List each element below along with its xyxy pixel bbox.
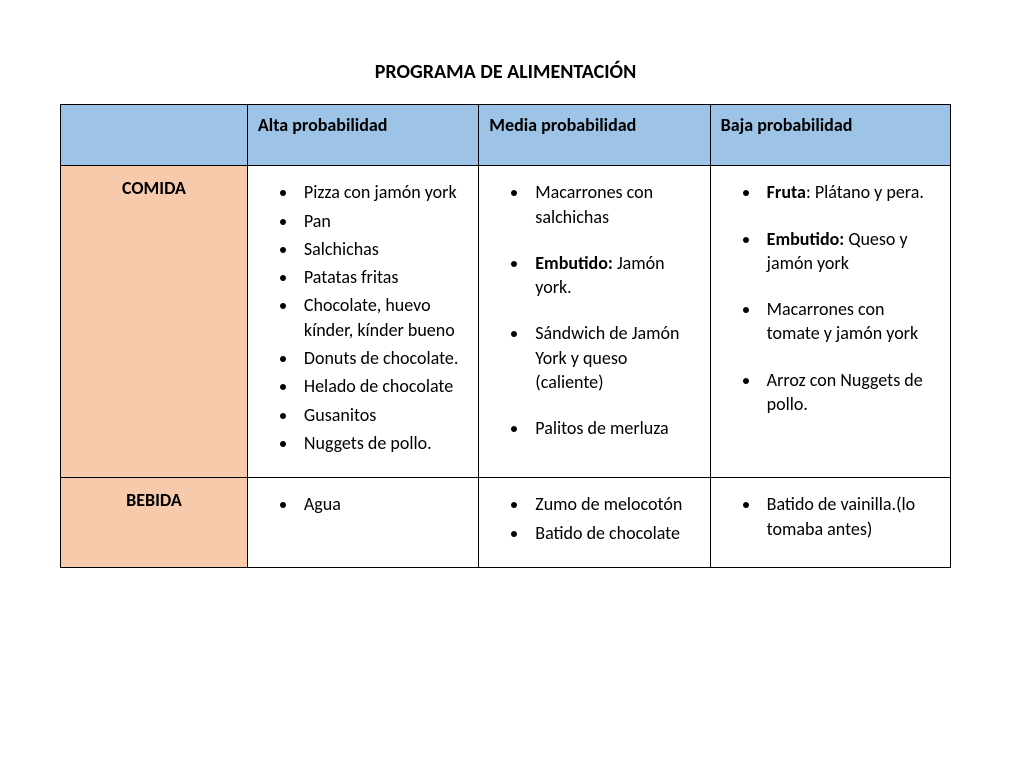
row-label-comida: COMIDA	[61, 166, 248, 478]
table-row: COMIDA Pizza con jamón york Pan Salchichas…	[61, 166, 951, 478]
list-comida-alta: Pizza con jamón york Pan Salchichas Patatas…	[262, 180, 464, 455]
list-item: Helado de chocolate	[298, 374, 464, 398]
list-item: Gusanitos	[298, 403, 464, 427]
cell-comida-media: Macarrones con salchichas Embutido: Jamón…	[479, 166, 710, 478]
list-item: Batido de vainilla.(lo tomaba antes)	[761, 492, 936, 541]
list-bebida-media: Zumo de melocotón Batido de chocolate	[493, 492, 695, 545]
table-row: BEBIDA Agua Zumo de melocotón Batido de c…	[61, 478, 951, 568]
list-item: Fruta: Plátano y pera.	[761, 180, 936, 204]
list-comida-baja: Fruta: Plátano y pera. Embutido: Queso y …	[725, 180, 936, 416]
cell-bebida-alta: Agua	[247, 478, 478, 568]
cell-comida-baja: Fruta: Plátano y pera. Embutido: Queso y …	[710, 166, 950, 478]
list-item: Nuggets de pollo.	[298, 431, 464, 455]
row-label-bebida: BEBIDA	[61, 478, 248, 568]
bold-label: Embutido:	[767, 228, 845, 250]
list-item: Sándwich de Jamón York y queso (caliente…	[529, 321, 695, 394]
list-bebida-alta: Agua	[262, 492, 464, 516]
list-item: Chocolate, huevo kínder, kínder bueno	[298, 293, 464, 342]
page-title: PROGRAMA DE ALIMENTACIÓN	[60, 60, 951, 84]
header-alta: Alta probabilidad	[247, 105, 478, 166]
list-item: Embutido: Queso y jamón york	[761, 227, 936, 276]
list-item: Embutido: Jamón york.	[529, 251, 695, 300]
list-bebida-baja: Batido de vainilla.(lo tomaba antes)	[725, 492, 936, 541]
header-corner	[61, 105, 248, 166]
list-item: Macarrones con salchichas	[529, 180, 695, 229]
list-item: Batido de chocolate	[529, 521, 695, 545]
bold-label: Embutido:	[535, 252, 613, 274]
bold-label: Fruta	[767, 181, 806, 203]
list-item: Patatas fritas	[298, 265, 464, 289]
list-item: Donuts de chocolate.	[298, 346, 464, 370]
page: PROGRAMA DE ALIMENTACIÓN Alta probabilid…	[0, 0, 1011, 608]
list-item: Palitos de merluza	[529, 416, 695, 440]
list-item: Pizza con jamón york	[298, 180, 464, 204]
cell-bebida-baja: Batido de vainilla.(lo tomaba antes)	[710, 478, 950, 568]
list-item: Salchichas	[298, 237, 464, 261]
list-item: Zumo de melocotón	[529, 492, 695, 516]
table-header-row: Alta probabilidad Media probabilidad Baj…	[61, 105, 951, 166]
list-item: Agua	[298, 492, 464, 516]
cell-comida-alta: Pizza con jamón york Pan Salchichas Patatas…	[247, 166, 478, 478]
list-item: Pan	[298, 209, 464, 233]
header-media: Media probabilidad	[479, 105, 710, 166]
header-baja: Baja probabilidad	[710, 105, 950, 166]
list-item: Arroz con Nuggets de pollo.	[761, 368, 936, 417]
list-item: Macarrones con tomate y jamón york	[761, 297, 936, 346]
cell-bebida-media: Zumo de melocotón Batido de chocolate	[479, 478, 710, 568]
list-comida-media: Macarrones con salchichas Embutido: Jamón…	[493, 180, 695, 440]
food-program-table: Alta probabilidad Media probabilidad Baj…	[60, 104, 951, 568]
